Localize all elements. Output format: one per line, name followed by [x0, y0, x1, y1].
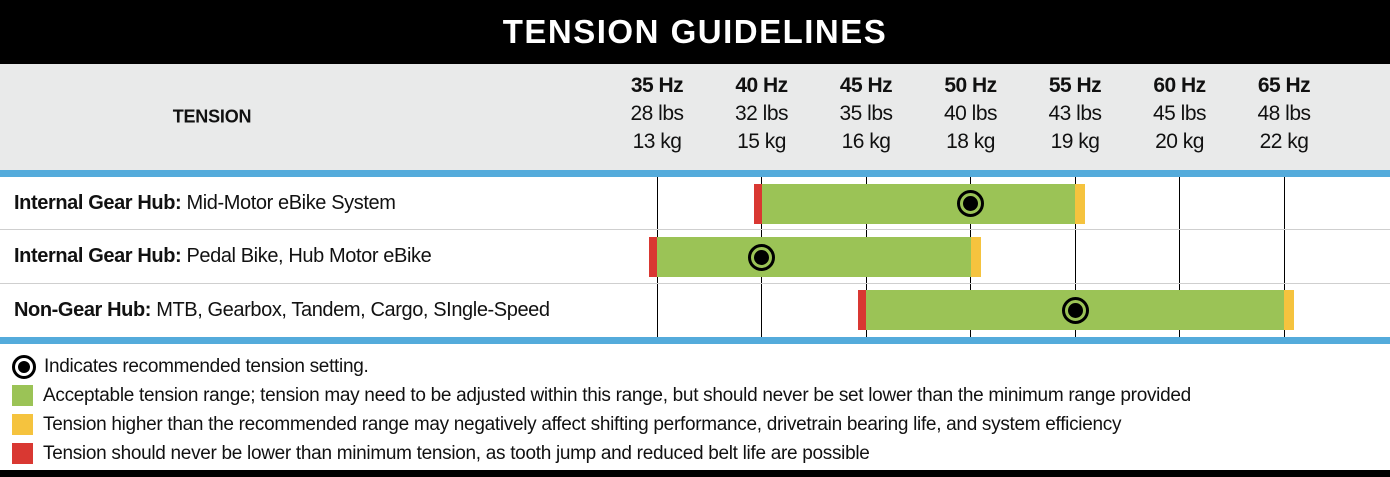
- kg-tick-label: 18 kg: [946, 130, 995, 153]
- hz-tick-label: 55 Hz: [1048, 74, 1102, 97]
- legend-item-text: Tension higher than the recommended rang…: [43, 413, 1122, 435]
- gridline: [1283, 177, 1285, 337]
- legend-item-text: Acceptable tension range; tension may ne…: [43, 384, 1191, 406]
- hz-tick-label: 40 Hz: [735, 74, 788, 97]
- kg-tick-label: 20 kg: [1155, 130, 1204, 153]
- row-label-category: Non-Gear Hub:: [14, 298, 152, 321]
- column-header: 45 Hz 35 lbs 16 kg: [818, 72, 914, 156]
- hz-tick-label: 60 Hz: [1153, 74, 1206, 97]
- row-label-detail: Mid-Motor eBike System: [181, 192, 396, 214]
- over-tension-marker: [1075, 183, 1085, 224]
- gridline: [1074, 177, 1076, 337]
- over-tension-marker: [1284, 290, 1294, 331]
- hz-tick-label: 45 Hz: [839, 74, 893, 97]
- high-tension-swatch: [12, 414, 33, 435]
- row-label-detail: Pedal Bike, Hub Motor eBike: [181, 245, 432, 268]
- page-title: TENSION GUIDELINES: [502, 13, 888, 50]
- kg-tick-label: 22 kg: [1259, 130, 1309, 153]
- kg-tick-label: 19 kg: [1050, 130, 1100, 153]
- legend-item: Indicates recommended tension setting.: [12, 352, 369, 381]
- chart-area: Internal Gear Hub: Mid-Motor eBike Syste…: [0, 177, 1390, 337]
- tension-axis-label: TENSION: [172, 106, 252, 127]
- column-header-row: TENSION 35 Hz 28 lbs 13 kg 40 Hz 32 lbs 15 kg…: [0, 64, 1390, 170]
- legend-item: Acceptable tension range; tension may ne…: [12, 381, 1191, 410]
- title-bar: TENSION GUIDELINES: [0, 0, 1390, 64]
- column-header: 35 Hz 28 lbs 13 kg: [609, 72, 705, 156]
- lbs-tick-label: 40 lbs: [943, 102, 998, 125]
- low-tension-swatch: [12, 443, 33, 464]
- lbs-tick-label: 28 lbs: [630, 102, 684, 125]
- acceptable-range-swatch: [12, 385, 33, 406]
- legend-item-text: Indicates recommended tension setting.: [44, 355, 369, 377]
- legend-item: Tension higher than the recommended rang…: [12, 410, 1121, 439]
- row-separator: [0, 283, 1390, 284]
- hz-tick-label: 65 Hz: [1257, 74, 1311, 97]
- row-separator: [0, 229, 1390, 230]
- acceptable-range-bar: [761, 183, 1075, 224]
- kg-tick-label: 13 kg: [632, 130, 682, 153]
- kg-tick-label: 15 kg: [737, 130, 786, 153]
- lbs-tick-label: 45 lbs: [1152, 102, 1207, 125]
- row-label: Internal Gear Hub: Pedal Bike, Hub Motor…: [14, 230, 432, 283]
- row-label-category: Internal Gear Hub:: [14, 245, 182, 268]
- legend-item: Tension should never be lower than minim…: [12, 439, 870, 468]
- row-label: Non-Gear Hub: MTB, Gearbox, Tandem, Carg…: [14, 284, 550, 337]
- recommended-dot-icon: [1061, 296, 1089, 324]
- top-blue-rule: [0, 170, 1390, 177]
- over-tension-marker: [970, 237, 981, 277]
- column-header: 60 Hz 45 lbs 20 kg: [1132, 72, 1228, 156]
- hz-tick-label: 50 Hz: [944, 74, 997, 97]
- lbs-tick-label: 35 lbs: [839, 102, 893, 125]
- recommended-dot-icon: [748, 243, 775, 271]
- legend-item-text: Tension should never be lower than minim…: [43, 442, 870, 464]
- row-label: Internal Gear Hub: Mid-Motor eBike Syste…: [14, 177, 396, 230]
- gridline: [1179, 177, 1180, 337]
- kg-tick-label: 16 kg: [841, 130, 891, 153]
- bottom-blue-rule: [0, 337, 1390, 344]
- column-header: 65 Hz 48 lbs 22 kg: [1236, 72, 1332, 156]
- lbs-tick-label: 43 lbs: [1048, 102, 1102, 125]
- min-tension-marker: [649, 237, 657, 277]
- lbs-tick-label: 48 lbs: [1257, 102, 1311, 125]
- hz-tick-label: 35 Hz: [630, 74, 684, 97]
- row-label-category: Internal Gear Hub:: [14, 192, 182, 214]
- min-tension-marker: [858, 290, 866, 331]
- bottom-black-bar: [0, 470, 1390, 477]
- min-tension-marker: [753, 183, 762, 224]
- recommended-dot-icon: [957, 190, 984, 218]
- lbs-tick-label: 32 lbs: [734, 102, 789, 125]
- column-header: 40 Hz 32 lbs 15 kg: [714, 72, 810, 156]
- row-label-detail: MTB, Gearbox, Tandem, Cargo, SIngle-Spee…: [151, 298, 550, 321]
- column-header: 50 Hz 40 lbs 18 kg: [923, 72, 1019, 156]
- acceptable-range-bar: [657, 237, 971, 277]
- recommended-dot-icon: [12, 354, 36, 379]
- column-header: 55 Hz 43 lbs 19 kg: [1027, 72, 1123, 156]
